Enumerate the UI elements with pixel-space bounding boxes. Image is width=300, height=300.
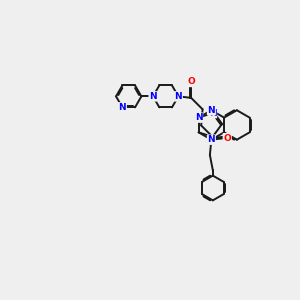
Text: N: N [208, 135, 215, 144]
Text: N: N [195, 113, 203, 122]
Text: N: N [149, 92, 157, 101]
Text: O: O [187, 77, 195, 86]
Text: N: N [118, 103, 126, 112]
Text: O: O [224, 134, 231, 143]
Text: N: N [208, 106, 215, 115]
Text: N: N [209, 109, 216, 118]
Text: N: N [175, 92, 182, 101]
